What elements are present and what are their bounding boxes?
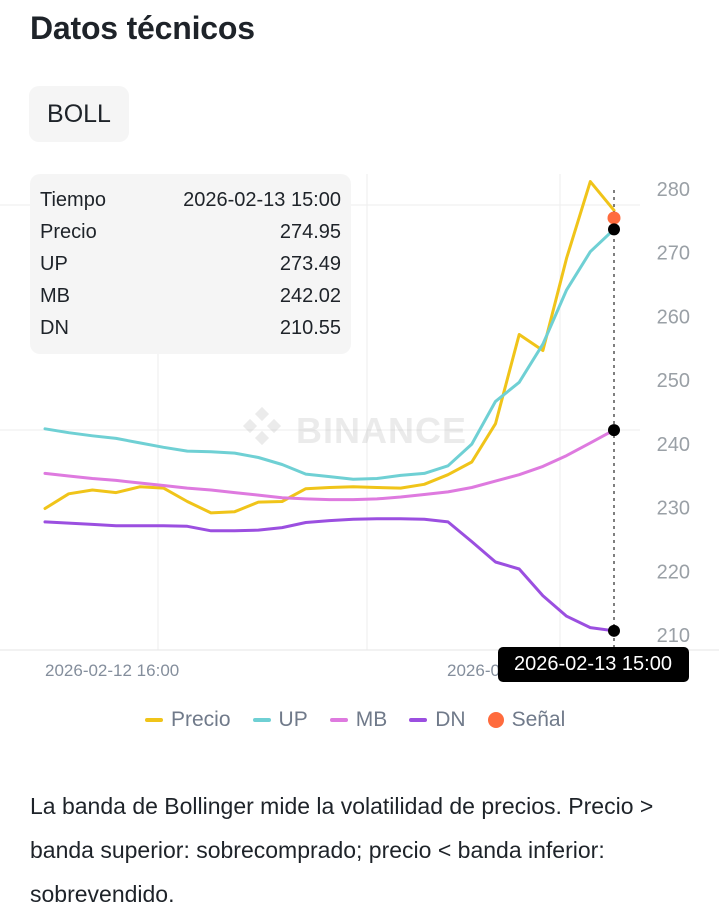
legend-item-senal[interactable]: Señal: [487, 708, 566, 732]
crosshair-time-label: 2026-02-13 15:00: [514, 653, 672, 675]
boll-chart[interactable]: BINANCE 210 220 230 240 250 260 270 280 2026-02-1…: [0, 160, 719, 700]
tooltip-row-mb: MB 242.02: [40, 281, 341, 311]
tooltip-label-time: Tiempo: [40, 188, 106, 211]
crosshair-time-box: [498, 647, 689, 682]
tooltip-label-price: Precio: [40, 220, 97, 243]
tooltip-label-up: UP: [40, 252, 68, 275]
y-tick-label: 280: [657, 179, 690, 201]
legend-label-up: UP: [278, 708, 308, 731]
series-line-up: [43, 227, 616, 481]
y-tick-label: 250: [657, 370, 690, 392]
legend-swatch-precio: [145, 718, 163, 722]
tooltip-value-up: 273.49: [279, 252, 341, 275]
chart-legend: Precio UP MB DN Señal: [145, 706, 587, 734]
tooltip-row-up: UP 273.49: [40, 249, 341, 279]
tooltip-label-mb: MB: [40, 284, 70, 307]
legend-swatch-mb: [329, 718, 348, 722]
page-title: Datos técnicos: [30, 10, 255, 46]
indicator-description: La banda de Bollinger mide la volatilida…: [30, 793, 654, 907]
watermark-diamond: [242, 418, 258, 434]
legend-label-senal: Señal: [511, 708, 566, 731]
legend-item-dn[interactable]: DN: [409, 708, 466, 732]
legend-label-precio: Precio: [171, 708, 231, 731]
indicator-chip-boll[interactable]: BOLL: [29, 86, 129, 142]
y-tick-label: 220: [657, 561, 690, 583]
binance-watermark: BINANCE: [242, 406, 467, 451]
legend-item-precio[interactable]: Precio: [145, 708, 231, 732]
tooltip-value-dn: 210.55: [279, 316, 341, 339]
legend-swatch-up: [252, 718, 271, 722]
watermark-text: BINANCE: [296, 410, 467, 451]
y-tick-label: 230: [657, 498, 690, 520]
legend-item-up[interactable]: UP: [252, 708, 308, 732]
series-line-dn: [43, 517, 616, 633]
crosshair-point-up: [608, 223, 620, 236]
tooltip-row-price: Precio 274.95: [40, 217, 341, 247]
y-tick-label: 270: [657, 243, 690, 265]
tooltip-row-time: Tiempo 2026-02-13 15:00: [40, 185, 341, 215]
tooltip-value-mb: 242.02: [279, 284, 341, 307]
crosshair-point-dn: [608, 624, 620, 637]
legend-swatch-dn: [409, 718, 428, 722]
tooltip-row-dn: DN 210.55: [40, 313, 341, 343]
legend-label-mb: MB: [355, 708, 388, 731]
watermark-diamond: [254, 406, 270, 422]
crosshair-point-mb: [608, 424, 620, 437]
x-tick-label: 2026-02-12 16:00: [45, 661, 179, 680]
tooltip-label-dn: DN: [40, 316, 69, 339]
legend-label-dn: DN: [435, 708, 466, 731]
chart-tooltip: Tiempo 2026-02-13 15:00 Precio 274.95 UP…: [30, 174, 351, 354]
watermark-diamond: [266, 418, 282, 434]
tooltip-value-price: 274.95: [279, 220, 341, 243]
y-tick-label: 260: [657, 306, 690, 328]
series-line-precio: [43, 180, 616, 515]
tooltip-value-time: 2026-02-13 15:00: [183, 188, 341, 211]
y-tick-label: 210: [657, 625, 690, 647]
binance-logo-icon: [242, 406, 282, 446]
legend-item-mb[interactable]: MB: [329, 708, 388, 732]
series-line-mb: [43, 428, 616, 502]
signal-marker: [607, 211, 621, 225]
legend-dot-senal: [487, 712, 504, 728]
y-tick-label: 240: [657, 434, 690, 456]
watermark-diamond: [254, 430, 270, 446]
